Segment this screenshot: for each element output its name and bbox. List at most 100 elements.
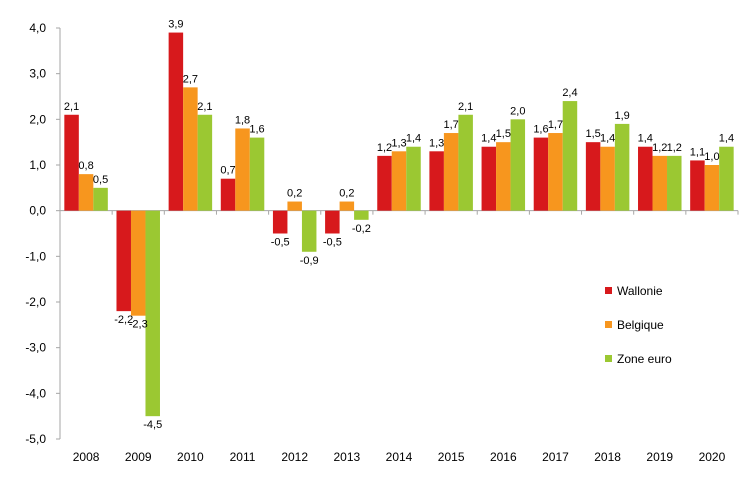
legend-label: Zone euro (617, 352, 672, 366)
legend-swatch (605, 321, 612, 328)
x-tick-label: 2011 (230, 450, 256, 464)
bar-zone-euro-2019 (667, 155, 682, 211)
data-label: 0,2 (339, 188, 354, 200)
data-label: 2,0 (510, 105, 525, 117)
data-label: 0,8 (78, 160, 93, 172)
data-label: 1,7 (548, 119, 563, 131)
bar-wallonie-2018 (585, 142, 601, 211)
bar-belgique-2017 (548, 133, 563, 211)
y-tick-label: -2,0 (25, 295, 46, 309)
bar-belgique-2008 (78, 174, 94, 211)
data-label: 3,9 (168, 19, 183, 31)
legend-swatch (605, 355, 612, 362)
bar-zone-euro-2012 (301, 210, 317, 252)
data-label: 1,5 (585, 128, 600, 140)
x-tick-label: 2013 (333, 450, 360, 464)
bar-zone-euro-2015 (458, 114, 473, 211)
bar-wallonie-2012 (272, 210, 288, 234)
bar-belgique-2020 (704, 165, 720, 211)
bar-wallonie-2011 (220, 178, 236, 211)
y-tick-label: 1,0 (29, 158, 46, 172)
data-label: 1,2 (377, 142, 392, 154)
data-label: -0,5 (323, 237, 342, 249)
bar-zone-euro-2014 (406, 146, 421, 211)
bar-zone-euro-2018 (614, 123, 630, 211)
data-label: -2,3 (129, 319, 148, 331)
legend-swatch (605, 287, 612, 294)
data-label: 2,1 (458, 101, 473, 113)
bar-wallonie-2020 (690, 160, 705, 211)
data-label: 0,5 (93, 174, 108, 186)
bar-belgique-2013 (339, 201, 355, 211)
data-label: 1,9 (614, 110, 629, 122)
data-label: 0,7 (220, 165, 235, 177)
data-label: 1,7 (444, 119, 459, 131)
bar-belgique-2018 (600, 146, 615, 211)
bar-belgique-2009 (130, 210, 146, 316)
bar-zone-euro-2011 (249, 137, 265, 211)
x-tick-label: 2014 (386, 450, 413, 464)
data-label: -0,9 (300, 255, 319, 267)
data-label: 1,1 (690, 146, 705, 158)
data-label: 2,1 (197, 101, 212, 113)
x-tick-label: 2020 (699, 450, 726, 464)
data-label: 1,4 (600, 133, 615, 145)
y-tick-label: -4,0 (25, 386, 46, 400)
data-label: 1,4 (481, 133, 496, 145)
data-label: -0,5 (271, 237, 290, 249)
y-axis: 4,0 3,0 2,0 1,0 0,0 -1,0 -2,0 -3,0 -4,0 -5,0 (25, 21, 61, 446)
data-label: -0,2 (352, 223, 371, 235)
data-label: 2,1 (64, 101, 79, 113)
bar-belgique-2010 (183, 87, 198, 211)
bar-zone-euro-2008 (93, 187, 108, 211)
data-label: 1,4 (719, 133, 734, 145)
bar-belgique-2014 (391, 151, 407, 211)
bar-belgique-2019 (652, 155, 668, 211)
bar-wallonie-2016 (481, 146, 497, 211)
bar-wallonie-2013 (325, 210, 340, 234)
bar-zone-euro-2020 (719, 146, 734, 211)
bar-zone-euro-2017 (562, 101, 578, 211)
y-tick-label: 0,0 (29, 204, 46, 218)
data-label: 1,3 (429, 137, 444, 149)
data-label: 1,3 (391, 137, 406, 149)
x-tick-label: 2010 (177, 450, 204, 464)
legend-label: Wallonie (617, 284, 663, 298)
bar-wallonie-2009 (116, 210, 131, 312)
bar-belgique-2011 (235, 128, 250, 211)
data-label: -2,2 (114, 314, 133, 326)
legend-label: Belgique (617, 318, 664, 332)
x-tick-label: 2015 (438, 450, 465, 464)
bar-wallonie-2015 (429, 151, 444, 211)
data-label: 1,2 (652, 142, 667, 154)
data-label: 0,2 (287, 188, 302, 200)
y-tick-label: 3,0 (29, 67, 46, 81)
data-label: 1,5 (496, 128, 511, 140)
data-label: 1,6 (249, 124, 264, 136)
bar-wallonie-2010 (168, 32, 184, 211)
x-tick-label: 2012 (281, 450, 308, 464)
y-tick-label: -3,0 (25, 341, 46, 355)
y-tick-label: 4,0 (29, 21, 46, 35)
data-labels: 2,1-2,23,90,7-0,5 -0,51,2 1,3 1,41,6 1,5 1,41… (64, 19, 734, 432)
data-label: 1,0 (704, 151, 719, 163)
x-tick-label: 2017 (542, 450, 569, 464)
data-label: 1,4 (406, 133, 421, 145)
bar-belgique-2012 (287, 201, 302, 211)
bar-belgique-2015 (443, 133, 459, 211)
bar-zone-euro-2009 (145, 210, 160, 417)
x-tick-label: 2016 (490, 450, 517, 464)
legend: Wallonie Belgique Zone euro (605, 284, 672, 366)
data-label: 1,4 (638, 133, 653, 145)
bar-wallonie-2008 (64, 114, 79, 211)
bar-wallonie-2014 (377, 155, 392, 211)
bar-wallonie-2019 (638, 146, 653, 211)
data-label: 1,8 (235, 114, 250, 126)
y-tick-label: -5,0 (25, 432, 46, 446)
data-label: 1,2 (667, 142, 682, 154)
x-tick-label: 2019 (646, 450, 673, 464)
bars (64, 32, 734, 417)
bar-zone-euro-2016 (510, 119, 526, 211)
bar-zone-euro-2010 (197, 114, 213, 211)
